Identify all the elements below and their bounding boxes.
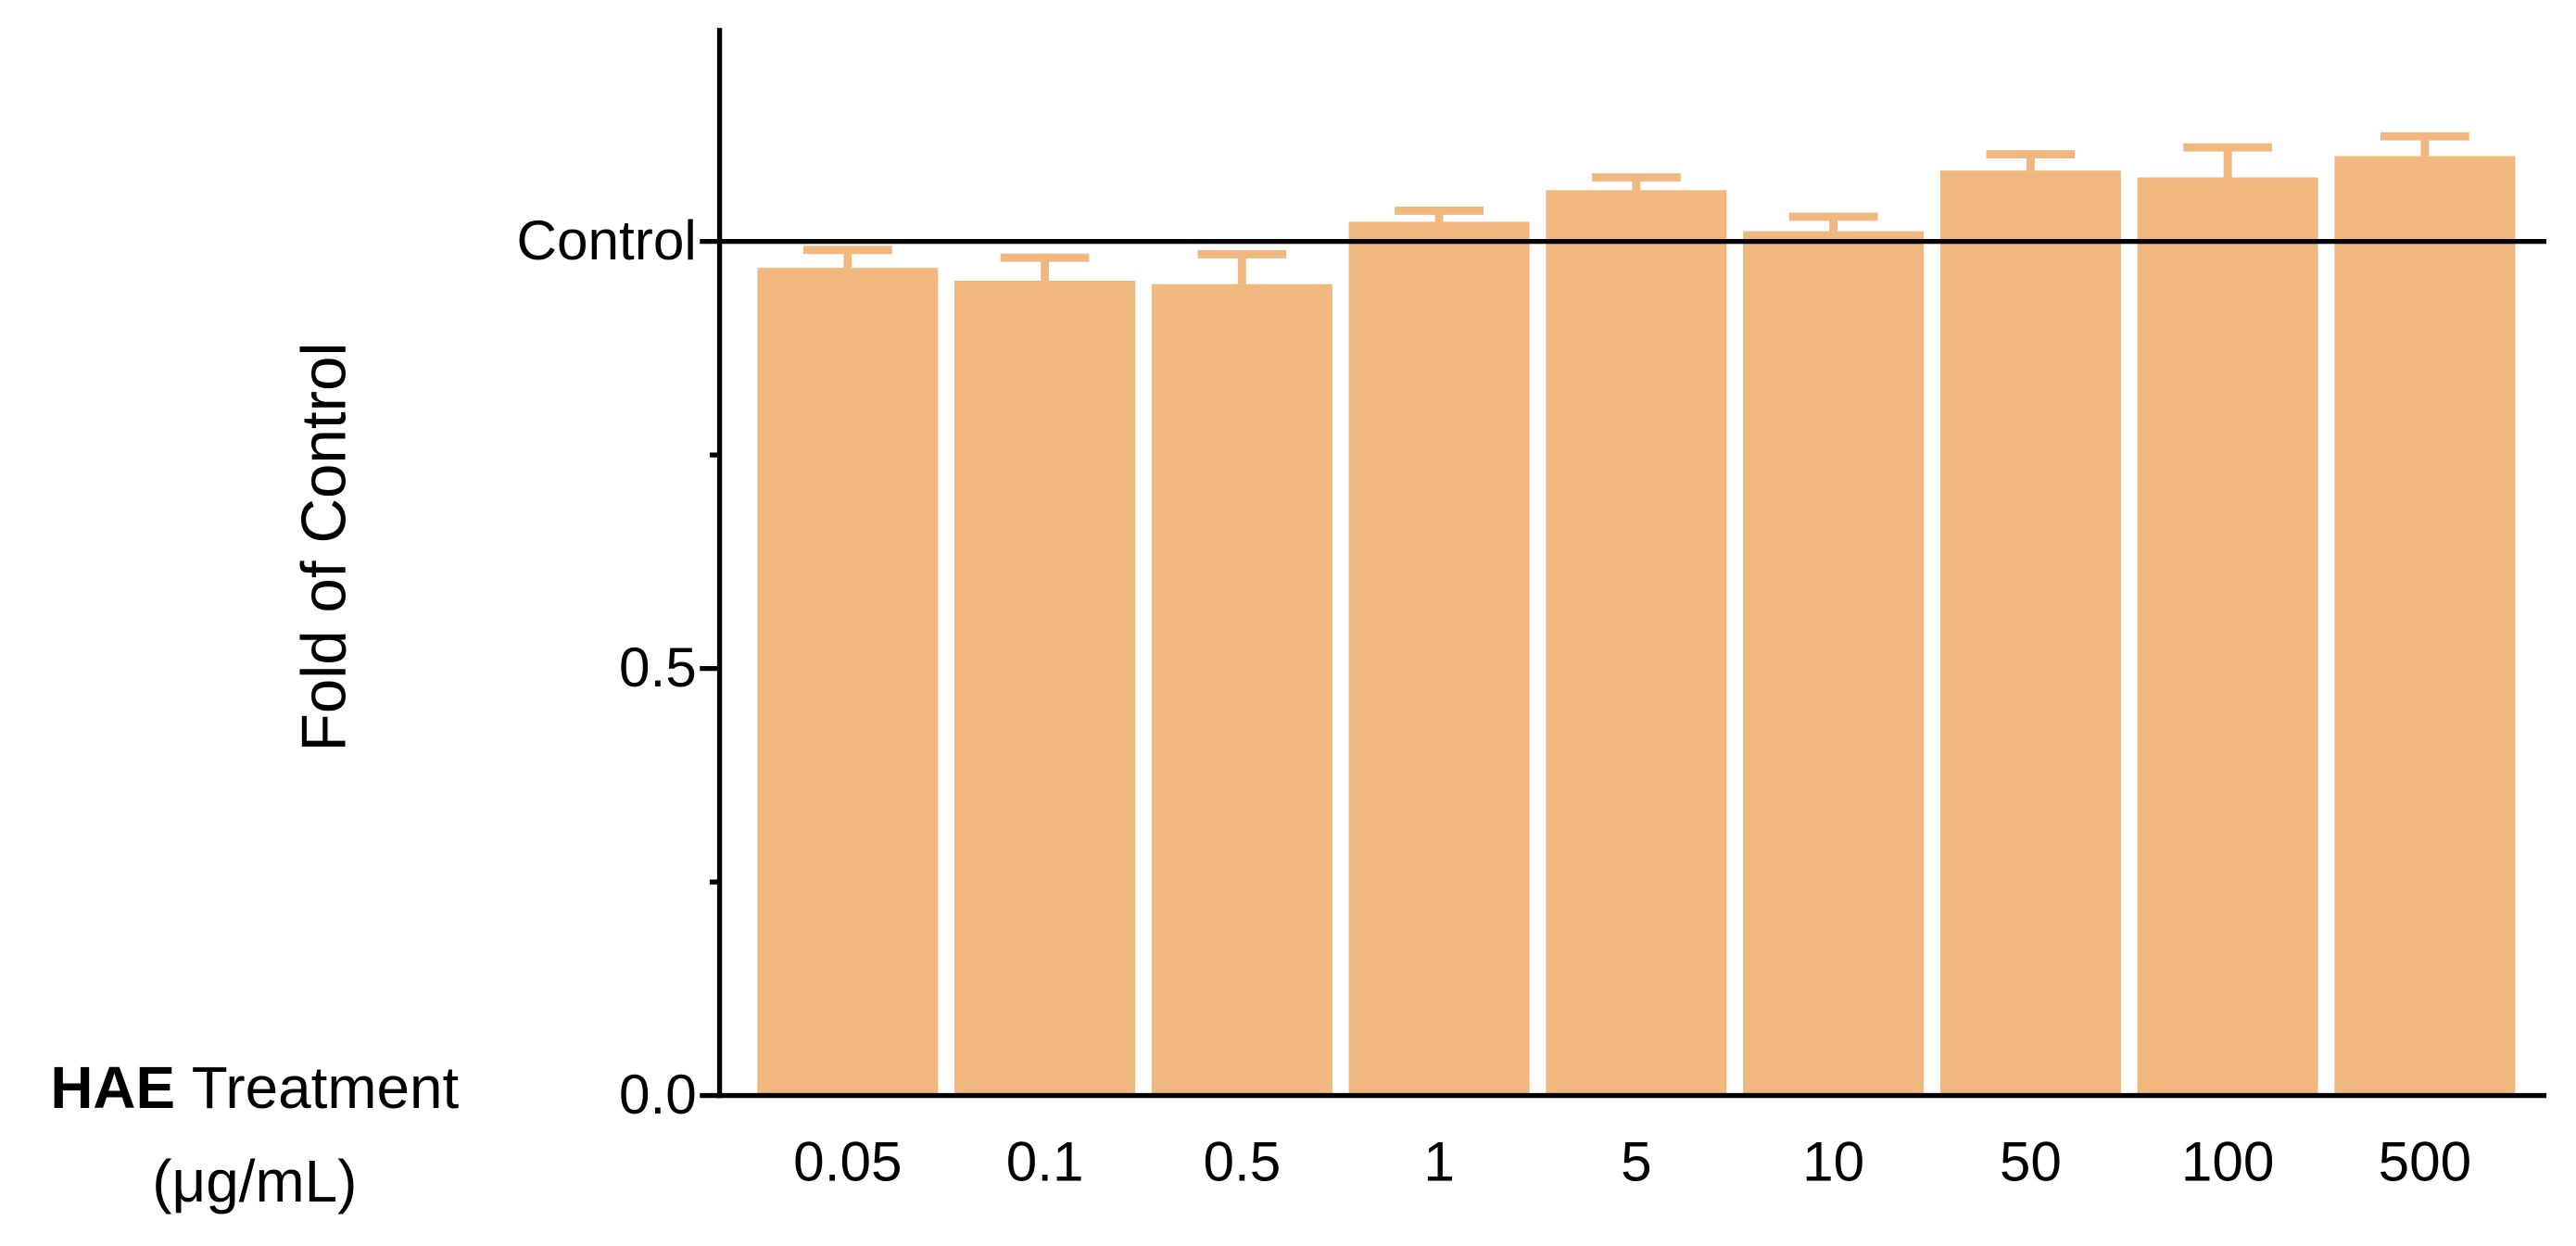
error-bar	[2183, 143, 2273, 178]
bar	[2137, 177, 2318, 1096]
error-bar	[1197, 250, 1287, 284]
bar	[1348, 221, 1530, 1096]
error-bar	[1788, 212, 1878, 232]
error-bar	[1591, 173, 1681, 191]
y-tick-label: 0.5	[619, 636, 697, 699]
x-tick-label: 5	[1621, 1130, 1652, 1193]
bar	[757, 268, 939, 1096]
bar	[1546, 190, 1727, 1096]
x-tick-label: 0.05	[793, 1130, 902, 1193]
y-axis-label: Fold of Control	[289, 343, 359, 752]
x-tick-label: 10	[1802, 1130, 1864, 1193]
x-tick-label: 50	[2000, 1130, 2062, 1193]
y-tick-label: 0.0	[619, 1063, 697, 1126]
x-axis-label: HAE Treatment	[50, 1054, 459, 1121]
x-tick-label: 100	[2181, 1130, 2275, 1193]
error-bar	[802, 245, 892, 269]
x-axis-unit: (μg/mL)	[152, 1148, 357, 1215]
x-axis-label-text: Treatment	[192, 1054, 460, 1121]
y-tick-label: Control	[516, 208, 696, 271]
x-tick-label: 500	[2379, 1130, 2472, 1193]
error-bar	[1395, 207, 1484, 222]
error-bar	[1986, 150, 2076, 171]
x-axis-label-bold: HAE	[50, 1054, 175, 1121]
bar	[954, 281, 1136, 1096]
error-bar	[1000, 253, 1090, 282]
bar	[1743, 231, 1925, 1096]
x-tick-label: 0.5	[1203, 1130, 1281, 1193]
error-bar	[2380, 132, 2469, 157]
x-tick-label: 1	[1423, 1130, 1455, 1193]
bar	[1939, 170, 2121, 1096]
bar	[1151, 283, 1332, 1096]
bar	[2334, 156, 2516, 1096]
x-tick-label: 0.1	[1006, 1130, 1084, 1193]
